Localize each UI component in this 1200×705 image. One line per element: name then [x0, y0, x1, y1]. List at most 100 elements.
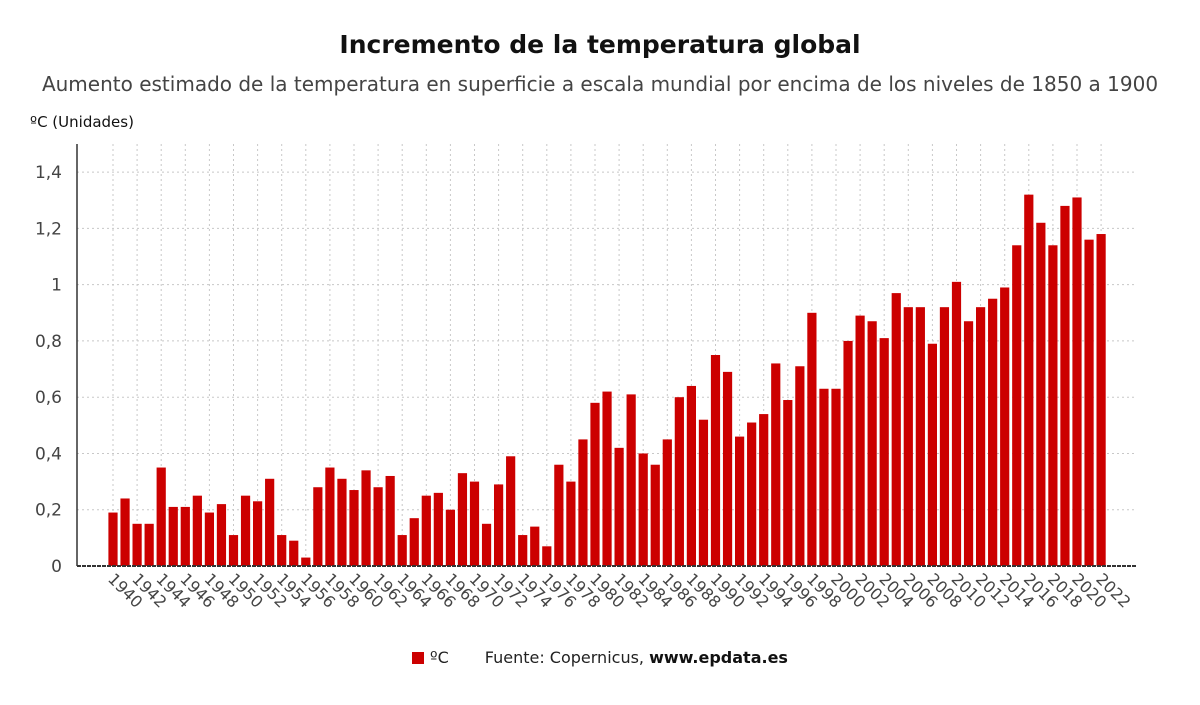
y-axis-label: ºC (Unidades) [30, 113, 134, 131]
bar-1976 [542, 546, 552, 566]
bar-2020 [1072, 197, 1082, 566]
bar-1954 [277, 535, 287, 566]
bar-1941 [120, 498, 130, 566]
bar-1968 [445, 509, 455, 566]
y-tick-label: 0,6 [35, 388, 62, 408]
bar-1957 [313, 487, 323, 566]
bar-1983 [626, 394, 636, 566]
bar-1947 [192, 495, 202, 566]
bar-1948 [204, 512, 214, 566]
legend-series-label: ºC [430, 648, 449, 667]
bar-1943 [144, 523, 154, 566]
bar-1950 [228, 535, 239, 566]
bar-2000 [831, 388, 841, 566]
bar-1942 [132, 523, 142, 566]
bar-1975 [530, 526, 540, 566]
bar-2021 [1084, 239, 1094, 567]
bar-1952 [253, 501, 263, 566]
y-tick-label: 1,4 [35, 163, 62, 183]
bar-2010 [951, 281, 962, 566]
bar-2018 [1048, 245, 1058, 566]
bar-1992 [735, 436, 745, 566]
bar-2013 [988, 298, 998, 566]
bar-1967 [433, 492, 443, 566]
bar-2006 [903, 307, 913, 566]
bar-1960 [349, 490, 359, 566]
bar-1977 [554, 464, 564, 566]
bar-1994 [759, 414, 769, 566]
bar-1980 [590, 402, 600, 566]
chart-subtitle: Aumento estimado de la temperatura en su… [41, 72, 1159, 96]
bar-2009 [939, 307, 950, 566]
legend-swatch [412, 651, 425, 664]
bar-2002 [855, 315, 865, 566]
bar-2003 [867, 321, 877, 566]
bar-1940 [108, 512, 118, 566]
bar-1955 [289, 540, 299, 566]
y-tick-label: 0,2 [35, 501, 62, 521]
bar-1966 [421, 495, 431, 566]
bar-1998 [807, 312, 817, 566]
legend-item-series: ºC [412, 648, 449, 667]
source-note: Fuente: Copernicus, www.epdata.es [485, 648, 788, 667]
bar-1999 [819, 388, 829, 566]
bar-1951 [240, 495, 251, 566]
bar-1989 [698, 419, 709, 566]
bar-1971 [481, 523, 492, 566]
bar-1990 [710, 355, 721, 566]
bar-1987 [674, 397, 684, 566]
bar-2014 [1000, 287, 1010, 566]
bar-1984 [638, 453, 648, 566]
y-tick-label: 1 [51, 276, 62, 296]
bar-1979 [578, 439, 588, 566]
bar-1949 [216, 504, 227, 566]
bar-1964 [397, 535, 407, 566]
bar-1978 [566, 481, 576, 566]
bar-2012 [976, 307, 986, 566]
bar-1985 [650, 464, 660, 566]
y-tick-label: 0,4 [35, 444, 62, 464]
bar-2011 [963, 321, 974, 566]
bar-2007 [915, 307, 925, 566]
bar-1956 [301, 557, 311, 566]
bar-1996 [783, 400, 793, 566]
bar-1944 [156, 467, 166, 566]
bar-2005 [891, 293, 901, 566]
legend: ºC Fuente: Copernicus, www.epdata.es [0, 648, 1200, 667]
bar-2019 [1060, 205, 1070, 567]
bar-2004 [879, 338, 889, 566]
bar-1945 [168, 506, 178, 566]
bar-1986 [662, 439, 672, 566]
bar-1988 [686, 385, 696, 566]
bar-1946 [180, 506, 190, 566]
bar-1993 [747, 422, 757, 566]
bar-1958 [325, 467, 335, 566]
bar-1981 [602, 391, 612, 566]
source-prefix: Fuente: Copernicus, [484, 648, 644, 667]
bar-1970 [469, 481, 480, 566]
bar-2017 [1036, 222, 1046, 567]
bar-2022 [1096, 234, 1106, 566]
bar-2008 [927, 343, 937, 566]
bar-1995 [771, 363, 781, 566]
bar-1965 [409, 518, 419, 566]
bar-1973 [506, 456, 516, 566]
y-tick-label: 0 [51, 557, 62, 577]
chart-title: Incremento de la temperatura global [339, 30, 861, 59]
bar-1982 [614, 447, 624, 566]
y-tick-label: 1,2 [35, 219, 62, 239]
bar-1969 [457, 473, 468, 566]
y-tick-label: 0,8 [35, 332, 62, 352]
source-site: www.epdata.es [649, 648, 788, 667]
bar-1959 [337, 478, 347, 566]
bar-1962 [373, 487, 383, 566]
bar-2015 [1012, 245, 1022, 566]
bar-2001 [843, 340, 853, 566]
bar-1961 [361, 470, 371, 566]
bar-1972 [494, 484, 504, 566]
bar-1974 [518, 535, 528, 566]
bar-2016 [1024, 194, 1034, 566]
bar-1997 [795, 366, 805, 566]
bar-1991 [722, 371, 733, 566]
